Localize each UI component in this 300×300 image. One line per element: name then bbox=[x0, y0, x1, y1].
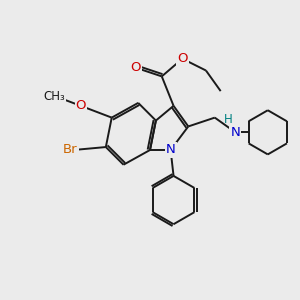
Text: H: H bbox=[224, 112, 233, 126]
Text: N: N bbox=[230, 126, 240, 139]
Text: N: N bbox=[166, 143, 176, 157]
Text: Br: Br bbox=[63, 143, 78, 157]
Text: CH₃: CH₃ bbox=[44, 91, 65, 103]
Text: O: O bbox=[177, 52, 188, 65]
Text: O: O bbox=[76, 99, 86, 112]
Text: O: O bbox=[130, 61, 140, 74]
